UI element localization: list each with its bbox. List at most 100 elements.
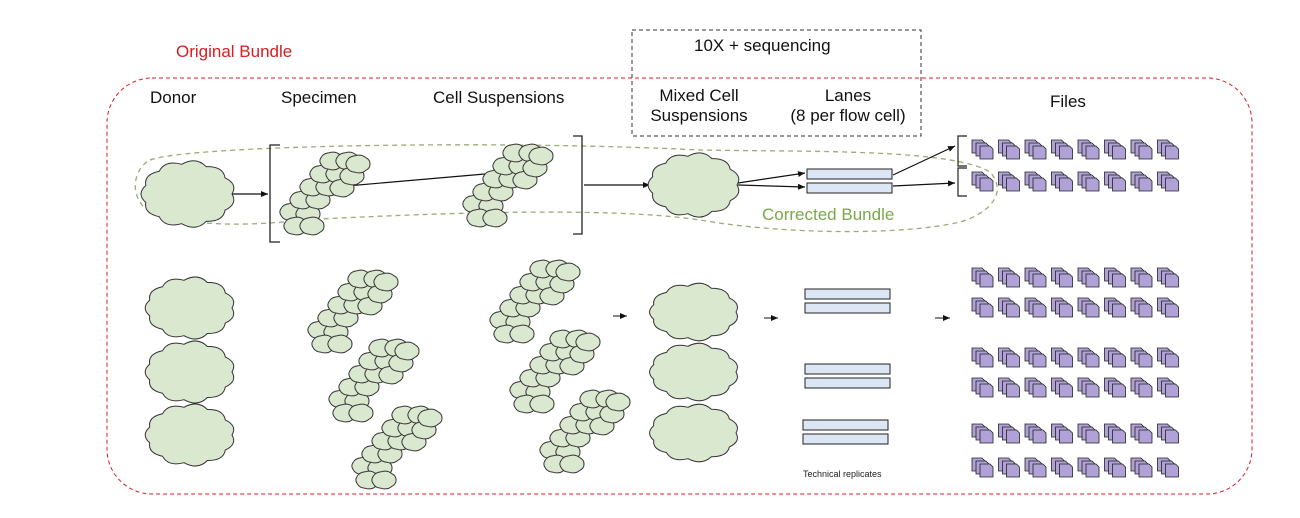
file-stack-icon <box>1051 171 1073 192</box>
file-stack-icon <box>971 139 994 160</box>
file-stack-icon <box>1051 423 1073 444</box>
file-stack-icon <box>1157 457 1179 478</box>
file-stack-icon <box>1077 347 1100 368</box>
file-stack-icon <box>971 347 994 368</box>
sequencing-box <box>631 29 922 137</box>
file-stack-icon <box>1051 377 1073 398</box>
small-cloud-icon <box>555 262 581 282</box>
lane-bar-icon <box>804 377 891 389</box>
file-stack-icon <box>971 377 994 398</box>
small-cloud-icon <box>605 392 631 412</box>
file-stack-icon <box>1104 423 1126 444</box>
small-cloud-icon <box>529 394 555 414</box>
original-bundle-outline <box>106 77 1253 495</box>
corrected-bundle-label: Corrected Bundle <box>762 205 895 224</box>
arrow-icon <box>737 183 806 190</box>
file-stack-icon <box>1157 171 1179 192</box>
corrected-bundle-outline <box>134 144 998 233</box>
file-stack-icon <box>1024 171 1047 192</box>
cloud-icon <box>144 403 235 467</box>
file-stack-icon <box>1104 297 1126 318</box>
cloud-cluster-icon <box>539 389 631 474</box>
file-stack-icon <box>1157 267 1179 288</box>
file-stack-icon <box>1024 297 1047 318</box>
small-cloud-icon <box>299 216 325 236</box>
file-stack-icon <box>998 297 1020 318</box>
cloud-cluster-icon <box>307 269 399 354</box>
cloud-icon <box>649 342 738 402</box>
file-stack-icon <box>998 171 1020 192</box>
file-stack-icon <box>1157 139 1179 160</box>
file-stack-icon <box>1077 423 1100 444</box>
cloud-icon <box>649 282 738 342</box>
small-cloud-icon <box>509 324 535 344</box>
file-stack-icon <box>1157 347 1179 368</box>
arrow-icon <box>334 169 509 188</box>
file-stack-icon <box>1104 457 1126 478</box>
file-stack-icon <box>1051 457 1073 478</box>
arrow-icon <box>892 145 956 176</box>
file-stack-icon <box>1130 423 1153 444</box>
cloud-icon <box>144 276 235 340</box>
small-cloud-icon <box>559 454 585 474</box>
file-stack-icon <box>971 423 994 444</box>
file-stack-icon <box>998 423 1020 444</box>
file-stack-icon <box>1130 171 1153 192</box>
mixed-cell-line1: Mixed Cell <box>659 86 739 105</box>
file-stack-icon <box>1130 377 1153 398</box>
file-stack-icon <box>1157 423 1179 444</box>
file-stack-icon <box>1104 139 1126 160</box>
file-stack-icon <box>1051 267 1073 288</box>
files-bracket-bottom <box>957 167 967 197</box>
file-stack-icon <box>1157 377 1179 398</box>
specimen-bracket <box>269 144 280 243</box>
small-cloud-icon <box>371 470 397 490</box>
small-cloud-icon <box>373 272 399 292</box>
file-stack-icon <box>1104 347 1126 368</box>
files-label: Files <box>1050 92 1086 111</box>
file-stack-icon <box>1051 347 1073 368</box>
file-stack-icon <box>998 347 1020 368</box>
cloud-cluster-icon <box>462 143 554 228</box>
file-stack-icon <box>1104 267 1126 288</box>
file-stack-icon <box>1024 139 1047 160</box>
cell-suspensions-label: Cell Suspensions <box>433 88 565 107</box>
file-stack-icon <box>1051 297 1073 318</box>
file-stack-icon <box>998 457 1020 478</box>
cloud-cluster-icon <box>351 405 443 490</box>
file-stack-icon <box>1157 297 1179 318</box>
small-cloud-icon <box>528 146 554 166</box>
cloud-icon <box>649 403 738 463</box>
lane-bar-icon <box>802 433 889 445</box>
file-stack-icon <box>1104 377 1126 398</box>
file-stack-icon <box>1077 297 1100 318</box>
file-stack-icon <box>1077 171 1100 192</box>
sequencing-box-label: 10X + sequencing <box>694 36 831 55</box>
cloud-icon <box>140 160 235 228</box>
file-stack-icon <box>971 457 994 478</box>
file-stack-icon <box>1024 377 1047 398</box>
technical-replicates-label: Technical replicates <box>803 469 882 479</box>
file-stack-icon <box>1077 377 1100 398</box>
file-stack-icon <box>1130 139 1153 160</box>
lanes-label: Lanes (8 per flow cell) <box>782 86 914 126</box>
file-stack-icon <box>1051 139 1073 160</box>
original-bundle-label: Original Bundle <box>176 42 293 61</box>
file-stack-icon <box>1130 347 1153 368</box>
donor-label: Donor <box>150 88 197 107</box>
file-stack-icon <box>1130 267 1153 288</box>
file-stack-icon <box>1104 171 1126 192</box>
cloud-cluster-icon <box>279 151 371 236</box>
file-stack-icon <box>1077 267 1100 288</box>
file-stack-icon <box>1077 457 1100 478</box>
file-stack-icon <box>998 267 1020 288</box>
mixed-cell-label: Mixed Cell Suspensions <box>640 86 758 126</box>
file-stack-icon <box>1024 347 1047 368</box>
small-cloud-icon <box>575 332 601 352</box>
file-stack-icon <box>1024 457 1047 478</box>
arrow-icon <box>892 180 956 187</box>
suspensions-bracket <box>573 135 583 235</box>
mixed-cell-line2: Suspensions <box>650 106 748 125</box>
file-stack-icon <box>1077 139 1100 160</box>
file-stack-icon <box>1130 457 1153 478</box>
